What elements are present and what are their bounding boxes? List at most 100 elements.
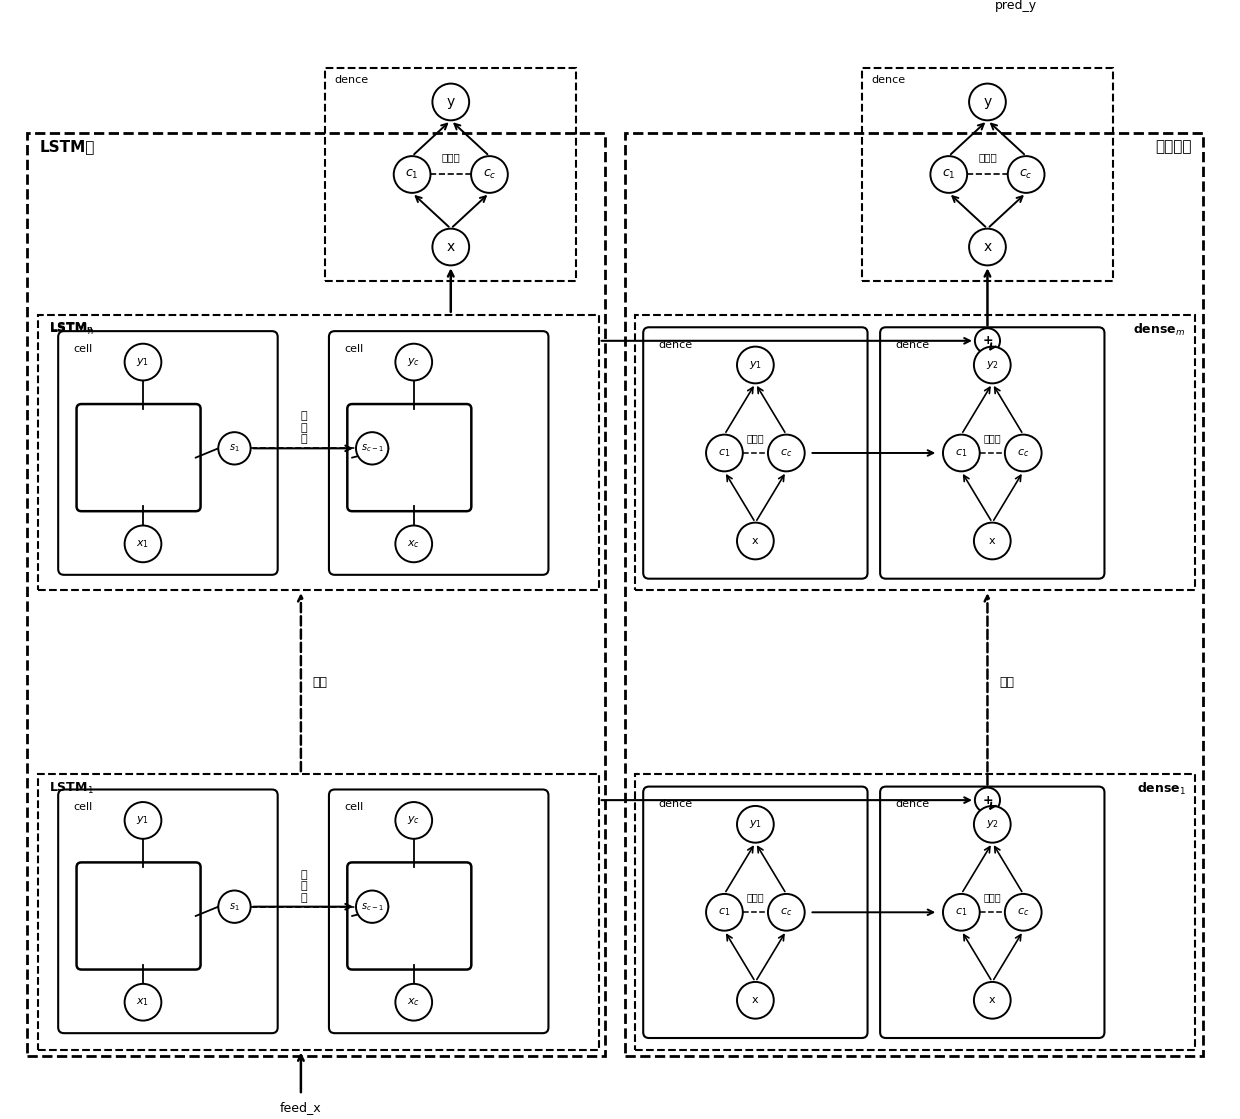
Text: dence: dence: [895, 340, 930, 350]
Text: $y_c$: $y_c$: [407, 815, 420, 827]
Text: 单
元
数: 单 元 数: [300, 412, 306, 444]
Text: $x_c$: $x_c$: [407, 538, 420, 549]
Circle shape: [1008, 157, 1044, 192]
Bar: [635, 314, 1195, 591]
Text: $c_c$: $c_c$: [780, 448, 792, 459]
FancyBboxPatch shape: [329, 331, 548, 575]
Circle shape: [396, 526, 432, 562]
Circle shape: [218, 891, 250, 923]
Text: dense$_m$: dense$_m$: [1133, 321, 1185, 338]
Text: y: y: [983, 95, 992, 109]
Text: x: x: [990, 995, 996, 1005]
Circle shape: [737, 806, 774, 843]
Circle shape: [124, 802, 161, 839]
Circle shape: [706, 434, 743, 471]
Text: $y_1$: $y_1$: [136, 356, 150, 368]
Text: 单元数: 单元数: [978, 152, 997, 162]
Text: $c_c$: $c_c$: [1017, 906, 1029, 919]
Text: dence: dence: [658, 340, 693, 350]
FancyBboxPatch shape: [77, 863, 201, 969]
Text: LSTM层: LSTM层: [40, 139, 95, 153]
Circle shape: [973, 981, 1011, 1018]
Text: $c_c$: $c_c$: [1017, 448, 1029, 459]
Text: LSTMₙ: LSTMₙ: [50, 321, 93, 335]
Circle shape: [942, 434, 980, 471]
Circle shape: [737, 523, 774, 560]
Bar: [38, 314, 599, 591]
Text: +: +: [982, 335, 993, 347]
Text: 单元数: 单元数: [746, 433, 764, 443]
Circle shape: [970, 228, 1006, 265]
Bar: [635, 774, 1195, 1050]
Circle shape: [942, 894, 980, 931]
Circle shape: [706, 894, 743, 931]
Text: dense$_1$: dense$_1$: [1137, 781, 1185, 797]
Text: +: +: [982, 793, 993, 807]
Circle shape: [975, 788, 999, 812]
Text: $c_1$: $c_1$: [955, 906, 967, 919]
Text: 单元数: 单元数: [983, 433, 1001, 443]
Circle shape: [737, 981, 774, 1018]
Text: $s_1$: $s_1$: [229, 901, 239, 913]
Text: feed_x: feed_x: [280, 1101, 321, 1113]
FancyBboxPatch shape: [347, 863, 471, 969]
FancyBboxPatch shape: [644, 787, 868, 1038]
Circle shape: [973, 523, 1011, 560]
Text: $c_c$: $c_c$: [780, 906, 792, 919]
Text: y: y: [446, 95, 455, 109]
Text: cell: cell: [345, 802, 363, 812]
Text: cell: cell: [73, 344, 93, 354]
Text: $y_c$: $y_c$: [407, 356, 420, 368]
Text: $y_1$: $y_1$: [136, 815, 150, 827]
Circle shape: [930, 157, 967, 192]
Text: cell: cell: [345, 344, 363, 354]
Circle shape: [768, 894, 805, 931]
Bar: [38, 774, 599, 1050]
Circle shape: [433, 84, 469, 121]
Text: dence: dence: [658, 799, 693, 809]
Text: cell: cell: [73, 802, 93, 812]
Circle shape: [396, 344, 432, 380]
FancyBboxPatch shape: [347, 404, 471, 511]
FancyBboxPatch shape: [58, 790, 278, 1033]
Text: $s_{c-1}$: $s_{c-1}$: [361, 901, 383, 913]
Bar: [625, 133, 1203, 1056]
Circle shape: [396, 802, 432, 839]
FancyBboxPatch shape: [644, 327, 868, 579]
Text: $c_1$: $c_1$: [942, 168, 956, 181]
Text: 单元数: 单元数: [746, 893, 764, 903]
Text: pred_y: pred_y: [996, 0, 1038, 12]
FancyBboxPatch shape: [880, 327, 1105, 579]
Text: 层数: 层数: [999, 676, 1014, 688]
Text: $y_2$: $y_2$: [986, 818, 998, 830]
Bar: [27, 133, 605, 1056]
Circle shape: [433, 228, 469, 265]
Text: $c_1$: $c_1$: [718, 906, 730, 919]
Text: x: x: [983, 239, 992, 254]
Text: $c_1$: $c_1$: [718, 448, 730, 459]
Text: $c_c$: $c_c$: [482, 168, 496, 181]
Text: 层数: 层数: [312, 676, 327, 688]
Circle shape: [737, 347, 774, 384]
Text: 单元数: 单元数: [441, 152, 460, 162]
Text: $s_{c-1}$: $s_{c-1}$: [361, 442, 383, 454]
Text: $y_2$: $y_2$: [986, 359, 998, 372]
Text: $x_1$: $x_1$: [136, 996, 150, 1008]
Circle shape: [1004, 434, 1042, 471]
Circle shape: [975, 328, 999, 354]
Text: LSTM$_1$: LSTM$_1$: [50, 781, 94, 796]
Text: $c_1$: $c_1$: [405, 168, 419, 181]
Circle shape: [973, 347, 1011, 384]
Circle shape: [396, 984, 432, 1021]
Text: $s_1$: $s_1$: [229, 442, 239, 454]
Text: $x_c$: $x_c$: [407, 996, 420, 1008]
Text: 全连接层: 全连接层: [1154, 139, 1192, 153]
Text: dence: dence: [895, 799, 930, 809]
Text: x: x: [446, 239, 455, 254]
Circle shape: [124, 344, 161, 380]
FancyBboxPatch shape: [77, 404, 201, 511]
FancyBboxPatch shape: [880, 787, 1105, 1038]
Text: $y_1$: $y_1$: [749, 818, 761, 830]
FancyBboxPatch shape: [329, 790, 548, 1033]
FancyBboxPatch shape: [58, 331, 278, 575]
